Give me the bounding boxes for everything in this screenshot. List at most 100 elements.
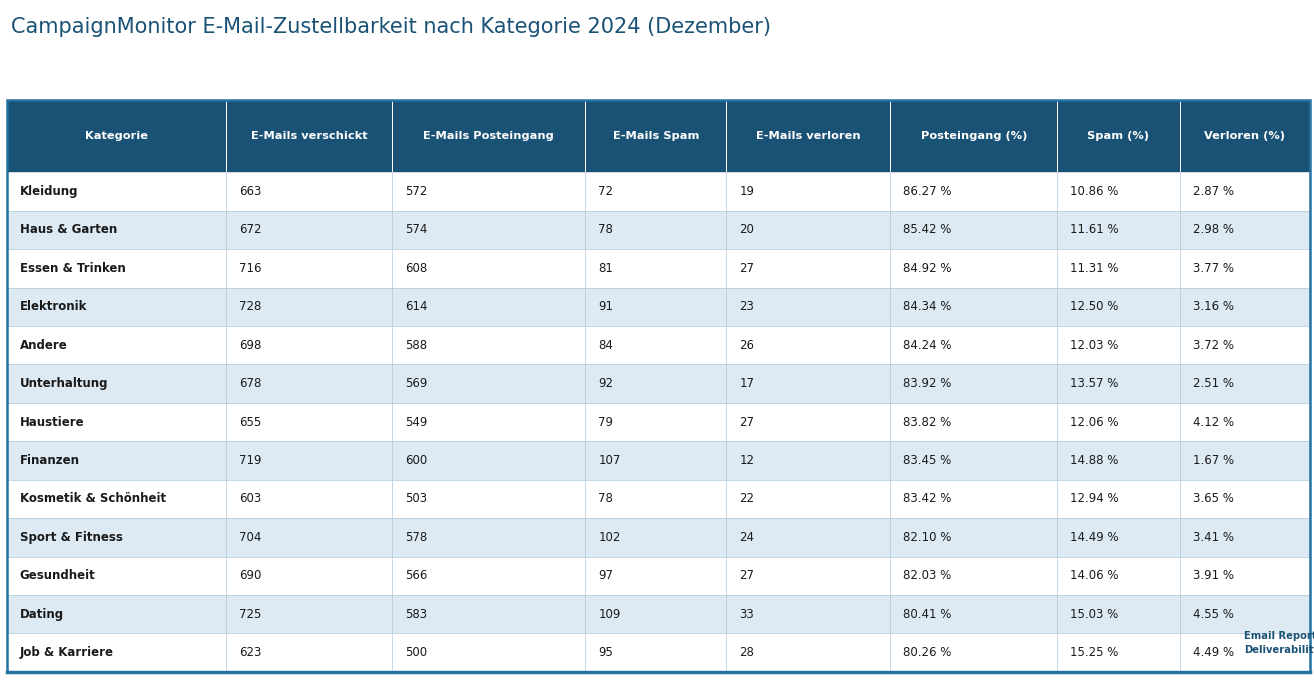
Text: 569: 569: [406, 377, 428, 390]
Text: 83.45 %: 83.45 %: [904, 454, 951, 467]
Text: Spam (%): Spam (%): [1088, 131, 1150, 141]
Text: 78: 78: [598, 223, 614, 236]
Text: 79: 79: [598, 415, 614, 429]
Text: 81: 81: [598, 262, 614, 275]
Text: 15.03 %: 15.03 %: [1071, 608, 1118, 621]
Text: 725: 725: [239, 608, 261, 621]
Text: 83.42 %: 83.42 %: [904, 493, 951, 505]
Text: Kategorie: Kategorie: [84, 131, 147, 141]
Text: 3.65 %: 3.65 %: [1193, 493, 1234, 505]
Text: 614: 614: [406, 300, 428, 313]
Text: 22: 22: [740, 493, 754, 505]
Text: 84.24 %: 84.24 %: [904, 339, 951, 351]
Text: 83.82 %: 83.82 %: [904, 415, 951, 429]
Text: 19: 19: [740, 185, 754, 198]
Text: 3.91 %: 3.91 %: [1193, 569, 1234, 582]
Text: 503: 503: [406, 493, 427, 505]
Text: 23: 23: [740, 300, 754, 313]
Text: 719: 719: [239, 454, 261, 467]
Text: 14.88 %: 14.88 %: [1071, 454, 1118, 467]
Text: 109: 109: [598, 608, 620, 621]
Text: E-Mails verschickt: E-Mails verschickt: [251, 131, 368, 141]
Text: 3.77 %: 3.77 %: [1193, 262, 1234, 275]
Text: 2.87 %: 2.87 %: [1193, 185, 1234, 198]
Text: 83.92 %: 83.92 %: [904, 377, 951, 390]
Text: 12.50 %: 12.50 %: [1071, 300, 1118, 313]
Text: 91: 91: [598, 300, 614, 313]
Text: 10.86 %: 10.86 %: [1071, 185, 1118, 198]
Text: 4.55 %: 4.55 %: [1193, 608, 1234, 621]
Text: 14.06 %: 14.06 %: [1071, 569, 1118, 582]
Text: 500: 500: [406, 646, 427, 659]
Text: 27: 27: [740, 415, 754, 429]
Text: 623: 623: [239, 646, 261, 659]
Text: Kosmetik & Schönheit: Kosmetik & Schönheit: [20, 493, 166, 505]
Text: 2.98 %: 2.98 %: [1193, 223, 1234, 236]
Text: Haus & Garten: Haus & Garten: [20, 223, 117, 236]
Text: 3.41 %: 3.41 %: [1193, 531, 1234, 544]
Text: 27: 27: [740, 262, 754, 275]
Text: 28: 28: [740, 646, 754, 659]
Text: 572: 572: [406, 185, 428, 198]
Text: 84.92 %: 84.92 %: [904, 262, 951, 275]
Text: 84.34 %: 84.34 %: [904, 300, 951, 313]
Text: 80.26 %: 80.26 %: [904, 646, 951, 659]
Text: 95: 95: [598, 646, 614, 659]
Text: Essen & Trinken: Essen & Trinken: [20, 262, 125, 275]
Text: 80.41 %: 80.41 %: [904, 608, 951, 621]
Text: 82.03 %: 82.03 %: [904, 569, 951, 582]
Text: 600: 600: [406, 454, 428, 467]
Text: 26: 26: [740, 339, 754, 351]
Text: 12: 12: [740, 454, 754, 467]
Text: 588: 588: [406, 339, 427, 351]
Text: 14.49 %: 14.49 %: [1071, 531, 1120, 544]
Text: 11.61 %: 11.61 %: [1071, 223, 1120, 236]
Text: 704: 704: [239, 531, 261, 544]
Text: 672: 672: [239, 223, 261, 236]
Text: 690: 690: [239, 569, 261, 582]
Text: Sport & Fitness: Sport & Fitness: [20, 531, 122, 544]
Text: 97: 97: [598, 569, 614, 582]
Text: 11.31 %: 11.31 %: [1071, 262, 1118, 275]
Text: 17: 17: [740, 377, 754, 390]
Text: 12.03 %: 12.03 %: [1071, 339, 1118, 351]
Text: 15.25 %: 15.25 %: [1071, 646, 1118, 659]
Text: 608: 608: [406, 262, 428, 275]
Text: 102: 102: [598, 531, 620, 544]
Text: 566: 566: [406, 569, 428, 582]
Text: 12.06 %: 12.06 %: [1071, 415, 1118, 429]
Text: 663: 663: [239, 185, 261, 198]
Text: 2.51 %: 2.51 %: [1193, 377, 1234, 390]
Text: Haustiere: Haustiere: [20, 415, 84, 429]
Text: 3.72 %: 3.72 %: [1193, 339, 1234, 351]
Text: Email Report
Deliverability: Email Report Deliverability: [1244, 631, 1314, 655]
Text: Elektronik: Elektronik: [20, 300, 87, 313]
Text: 92: 92: [598, 377, 614, 390]
Text: 4.12 %: 4.12 %: [1193, 415, 1234, 429]
Text: 728: 728: [239, 300, 261, 313]
Text: 27: 27: [740, 569, 754, 582]
Text: 78: 78: [598, 493, 614, 505]
Text: 603: 603: [239, 493, 261, 505]
Text: 698: 698: [239, 339, 261, 351]
Text: E-Mails Spam: E-Mails Spam: [612, 131, 699, 141]
Text: Andere: Andere: [20, 339, 67, 351]
Text: 20: 20: [740, 223, 754, 236]
Text: 655: 655: [239, 415, 261, 429]
Text: 33: 33: [740, 608, 754, 621]
Text: 3.16 %: 3.16 %: [1193, 300, 1234, 313]
Text: CampaignMonitor E-Mail-Zustellbarkeit nach Kategorie 2024 (Dezember): CampaignMonitor E-Mail-Zustellbarkeit na…: [11, 17, 770, 37]
Text: 82.10 %: 82.10 %: [904, 531, 951, 544]
Text: Job & Karriere: Job & Karriere: [20, 646, 114, 659]
Text: 716: 716: [239, 262, 261, 275]
Text: 86.27 %: 86.27 %: [904, 185, 951, 198]
Text: 24: 24: [740, 531, 754, 544]
Text: E-Mails verloren: E-Mails verloren: [756, 131, 861, 141]
Text: 13.57 %: 13.57 %: [1071, 377, 1118, 390]
Text: 549: 549: [406, 415, 428, 429]
Text: Dating: Dating: [20, 608, 64, 621]
Text: Verloren (%): Verloren (%): [1205, 131, 1285, 141]
Text: 1.67 %: 1.67 %: [1193, 454, 1234, 467]
Text: 107: 107: [598, 454, 620, 467]
Text: Posteingang (%): Posteingang (%): [921, 131, 1028, 141]
